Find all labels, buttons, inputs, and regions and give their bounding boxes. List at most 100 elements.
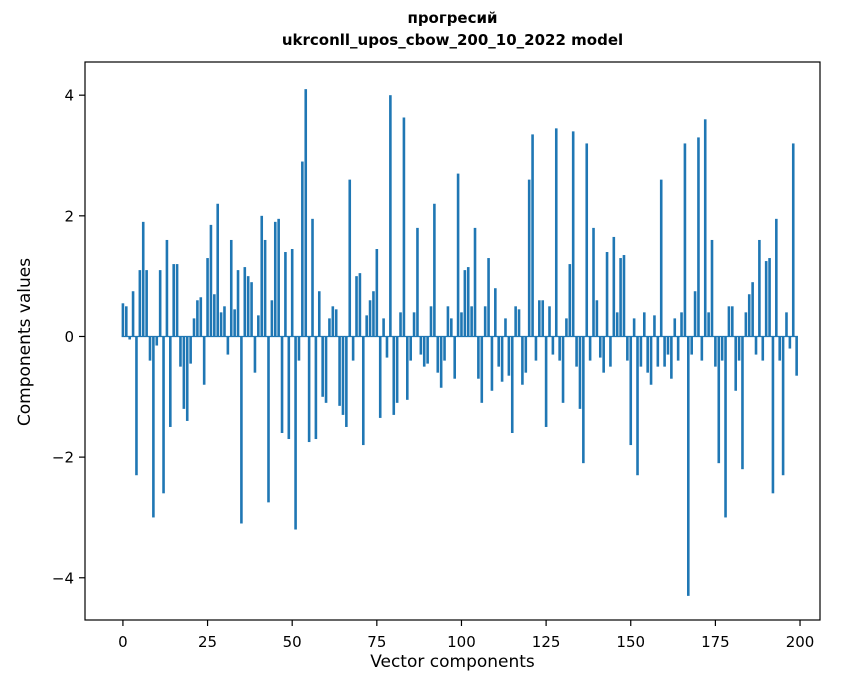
bar: [131, 291, 135, 337]
bar: [592, 227, 595, 337]
bar: [653, 315, 656, 337]
bar: [273, 221, 277, 337]
bar: [280, 336, 284, 433]
bar: [632, 318, 636, 337]
bar: [125, 306, 128, 337]
bar: [626, 336, 629, 361]
bar: [206, 258, 209, 337]
bar: [145, 270, 148, 337]
bar: [578, 336, 582, 409]
bar: [439, 336, 443, 388]
bar: [189, 336, 192, 364]
bar: [453, 336, 456, 379]
bar: [155, 336, 159, 346]
bar: [355, 276, 358, 337]
bar: [571, 131, 575, 337]
bar: [372, 291, 375, 337]
bar: [199, 297, 203, 337]
y-tick-label: 0: [64, 328, 74, 346]
x-tick-label: 50: [283, 633, 302, 651]
bar: [419, 336, 423, 355]
bar: [277, 218, 280, 337]
bar: [673, 318, 677, 337]
bar: [399, 312, 402, 337]
bar: [358, 273, 362, 337]
bar: [531, 134, 534, 337]
bar: [321, 336, 324, 397]
bar: [294, 336, 297, 530]
bar: [639, 336, 643, 367]
bar: [751, 282, 754, 337]
bar: [768, 258, 771, 337]
bar: [307, 336, 311, 443]
chart-title: прогресий: [407, 9, 498, 27]
bar: [466, 267, 470, 337]
bar: [561, 336, 565, 403]
bar: [731, 306, 734, 337]
bar: [169, 336, 172, 427]
bar: [135, 336, 138, 476]
bar: [595, 300, 599, 337]
bar: [565, 318, 568, 337]
bar: [795, 336, 798, 376]
bar: [236, 270, 240, 337]
bar: [703, 119, 707, 337]
bar: [470, 306, 473, 337]
bar: [717, 336, 721, 464]
bar: [287, 336, 291, 440]
bar: [544, 336, 548, 427]
x-tick-label: 25: [198, 633, 217, 651]
bar: [409, 336, 412, 361]
bar: [219, 312, 223, 337]
bar: [460, 312, 463, 337]
bar: [446, 306, 450, 337]
bar: [317, 291, 321, 337]
bar: [314, 336, 318, 440]
y-tick-label: −4: [52, 569, 74, 587]
bar: [463, 270, 467, 337]
bar: [622, 255, 626, 337]
bar: [649, 336, 653, 385]
bar: [687, 336, 690, 596]
bar: [598, 336, 602, 358]
bar: [636, 336, 639, 476]
bar: [375, 249, 379, 337]
y-tick-label: 2: [64, 207, 74, 225]
bar: [263, 239, 267, 337]
bar: [778, 336, 782, 361]
bar: [727, 306, 731, 337]
bar: [504, 318, 507, 337]
bar: [548, 306, 551, 337]
bar: [290, 249, 294, 337]
bar: [334, 309, 338, 337]
bar: [771, 336, 775, 494]
bar: [554, 128, 558, 337]
bar: [182, 336, 186, 409]
bar: [521, 336, 524, 385]
plot-frame: [84, 61, 821, 621]
bar: [284, 252, 287, 337]
bar: [510, 336, 514, 433]
bar: [791, 143, 795, 337]
bar: [480, 336, 484, 403]
bar: [585, 143, 589, 337]
bar: [602, 336, 605, 373]
bar: [612, 236, 616, 337]
bar: [382, 318, 385, 337]
bar: [175, 264, 179, 337]
bar: [693, 291, 697, 337]
bar: [436, 336, 440, 373]
bar: [392, 336, 396, 415]
bar: [527, 179, 531, 337]
bar: [747, 294, 751, 337]
bar: [260, 215, 264, 337]
y-tick-label: 4: [64, 87, 74, 105]
bar: [328, 318, 331, 337]
bar: [714, 336, 717, 367]
bar: [250, 282, 253, 337]
bar: [514, 306, 517, 337]
bar: [162, 336, 165, 494]
bar: [615, 312, 619, 337]
